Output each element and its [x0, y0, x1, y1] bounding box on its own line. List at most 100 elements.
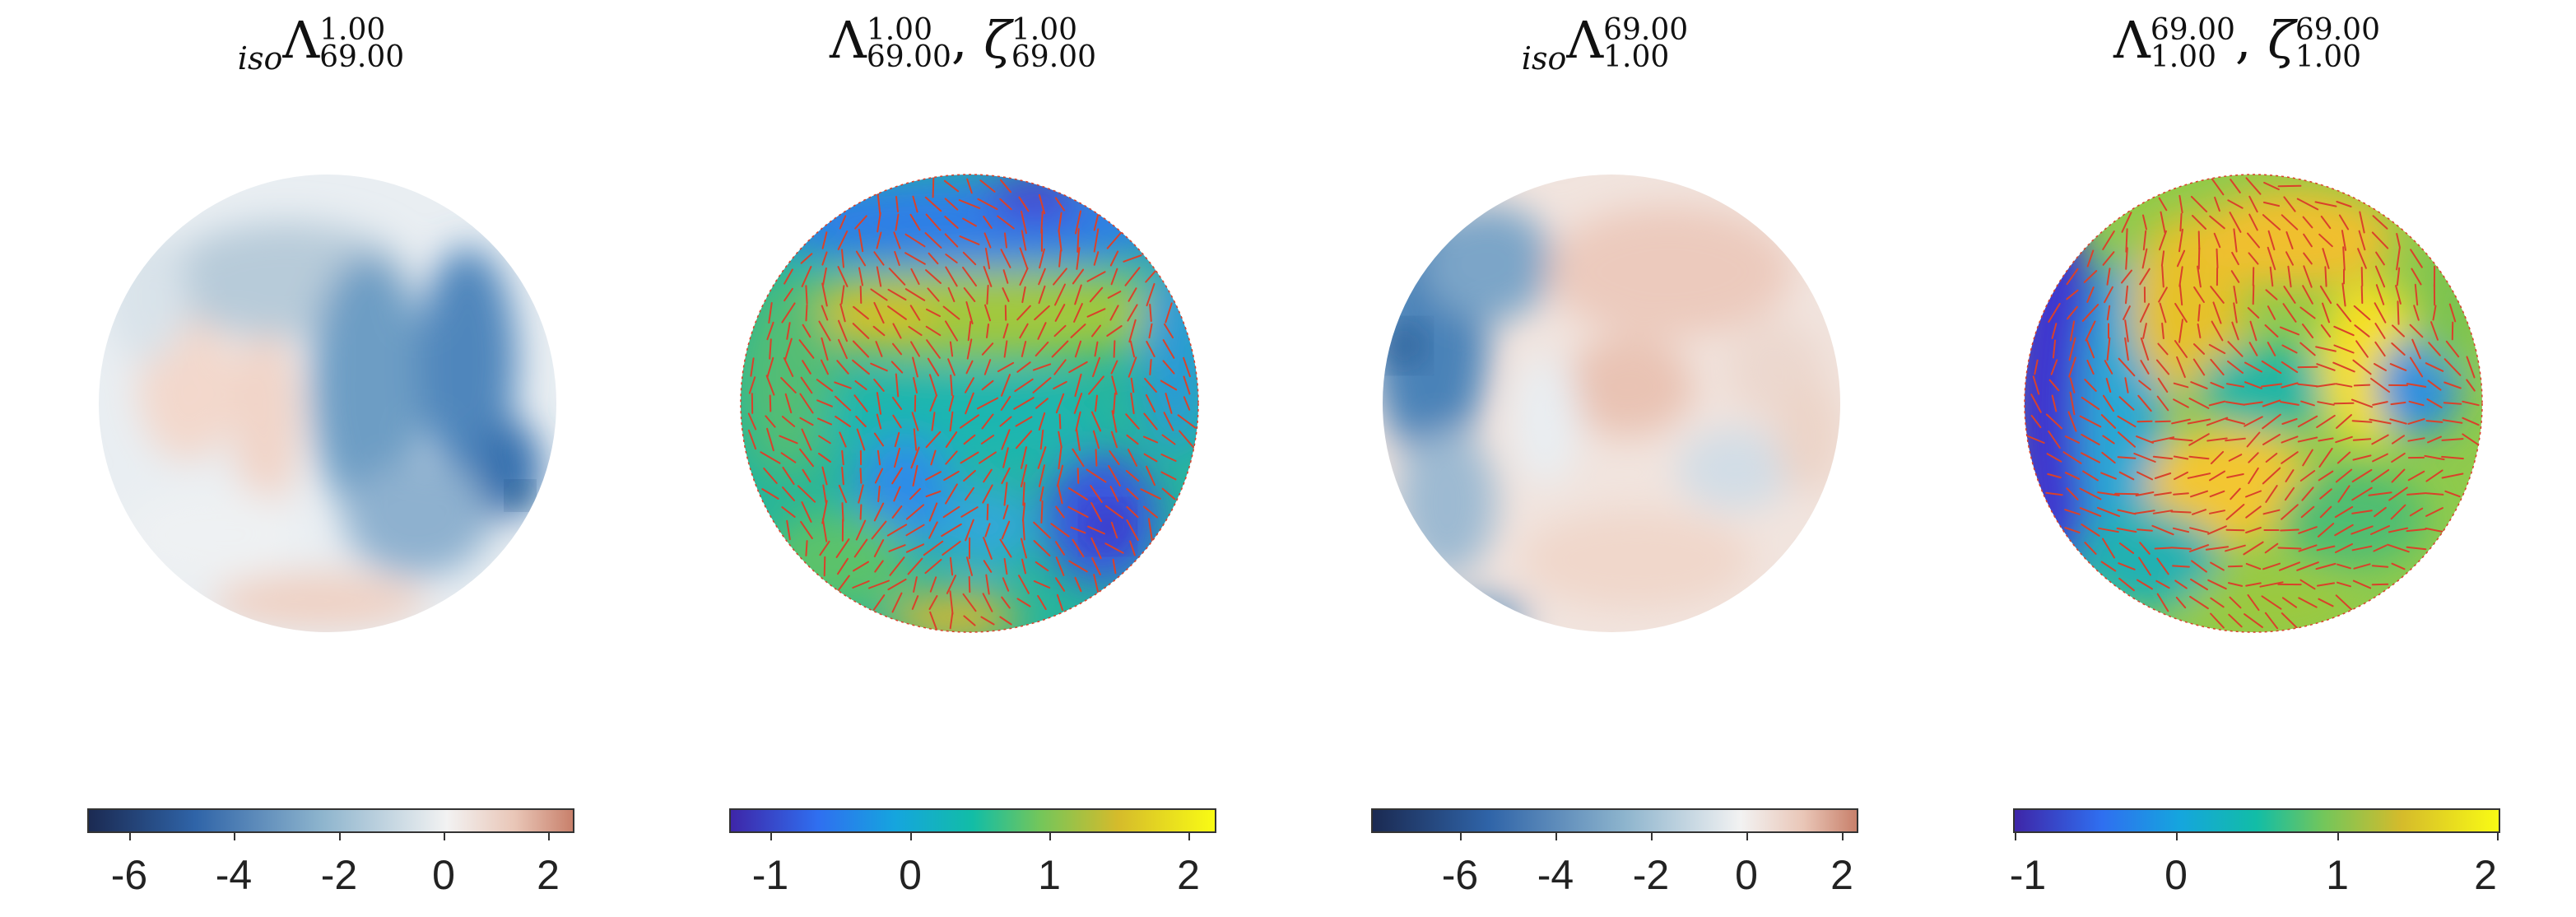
- vector-segment: [2389, 418, 2407, 425]
- vector-segment: [949, 556, 954, 576]
- vector-segment: [1093, 251, 1100, 266]
- vector-segment: [801, 266, 812, 287]
- vector-segment: [2106, 305, 2111, 321]
- vector-segment: [2351, 486, 2373, 501]
- vector-segment: [2157, 377, 2169, 393]
- vector-segment: [821, 231, 828, 249]
- vector-segment: [2140, 360, 2150, 375]
- vector-segment: [2228, 613, 2243, 628]
- vector-segment: [2425, 527, 2444, 533]
- vector-segment: [2230, 487, 2241, 500]
- vector-segment: [2407, 437, 2425, 442]
- vector-segment: [2392, 324, 2405, 337]
- vector-segment: [1110, 521, 1118, 539]
- vector-segment: [1075, 411, 1081, 432]
- vector-segment: [2051, 394, 2058, 412]
- vector-segment: [1129, 540, 1136, 556]
- vector-segment: [2375, 251, 2385, 266]
- vector-segment: [2245, 562, 2262, 570]
- vector-segment: [2285, 469, 2295, 482]
- vector-segment: [1058, 431, 1062, 449]
- vector-segment: [2248, 452, 2259, 463]
- vector-segment: [2170, 510, 2192, 514]
- vector-segment: [1110, 268, 1118, 286]
- vector-segment: [2297, 436, 2318, 443]
- vector-segment: [962, 217, 977, 227]
- vector-segment: [1072, 268, 1085, 285]
- vector-segment: [822, 484, 827, 504]
- vector-segment: [928, 502, 938, 522]
- vector-segment: [1058, 413, 1062, 430]
- vector-segment: [2336, 201, 2352, 207]
- vector-segment: [2462, 433, 2480, 446]
- vector-segment: [817, 417, 832, 426]
- vector-segment: [2397, 300, 2400, 325]
- panel-2: Λ 1.00 69.00, ζ 1.00 69.00: [642, 0, 1284, 917]
- vector-segment: [1092, 430, 1100, 449]
- vector-segment: [1000, 396, 1011, 411]
- vector-segment: [854, 380, 867, 390]
- vector-segment: [2316, 414, 2336, 429]
- vector-segment: [2197, 323, 2202, 339]
- vector-segment: [1183, 396, 1191, 411]
- vector-segment: [904, 288, 926, 301]
- vector-segment: [929, 395, 937, 412]
- vector-segment: [2069, 320, 2076, 342]
- vector-segment: [2066, 487, 2079, 500]
- vector-segment: [1073, 303, 1083, 323]
- vector-segment: [2205, 546, 2230, 551]
- vector-segment: [983, 359, 992, 375]
- vector-segment: [1034, 305, 1050, 321]
- vector-segment: [2285, 231, 2294, 249]
- vector-segment: [2210, 286, 2225, 304]
- vector-segment: [2353, 384, 2371, 387]
- vector-segment: [2265, 485, 2278, 503]
- vector-segment: [2210, 450, 2225, 465]
- vector-segment: [2079, 507, 2102, 517]
- vector-segment: [2100, 561, 2117, 572]
- vector-segment: [1021, 558, 1026, 575]
- vector-segment: [2246, 431, 2261, 448]
- vector-segment: [2360, 267, 2364, 286]
- vector-segment: [2388, 486, 2408, 501]
- vector-segment: [2392, 435, 2405, 445]
- vector-segment: [895, 196, 899, 212]
- vector-segment: [821, 251, 828, 266]
- colorbar-1-ticks: -6 -4 -2 0 2: [87, 833, 574, 915]
- vector-segment: [2337, 451, 2351, 464]
- vector-segment: [925, 269, 942, 284]
- vector-segment: [1033, 540, 1051, 556]
- vector-segment: [2227, 361, 2244, 374]
- vector-segment: [1070, 526, 1086, 534]
- colorbar-1: [87, 808, 574, 833]
- vector-segment: [1001, 467, 1011, 485]
- vector-segment: [858, 228, 864, 253]
- vector-segment: [2140, 337, 2150, 361]
- vector-segment: [893, 486, 901, 502]
- vector-segment: [1035, 398, 1049, 409]
- vector-segment: [894, 447, 900, 468]
- vector-segment: [786, 322, 791, 340]
- vector-segment: [2314, 201, 2337, 207]
- vector-segment: [2079, 415, 2102, 428]
- vector-segment: [2248, 252, 2259, 265]
- vector-segment: [1164, 323, 1174, 339]
- vector-segment: [925, 213, 942, 231]
- vector-segment: [965, 486, 974, 501]
- vector-segment: [2225, 401, 2246, 406]
- vector-segment: [2048, 431, 2061, 449]
- vector-segment: [870, 362, 888, 372]
- vector-segment: [858, 267, 863, 286]
- vector-segment: [2372, 401, 2388, 406]
- vector-segment: [967, 320, 972, 342]
- vector-segment: [912, 464, 918, 487]
- vector-segment: [1160, 471, 1177, 481]
- vector-segment: [2086, 249, 2095, 268]
- vector-segment: [2192, 509, 2206, 515]
- vector-segment: [859, 286, 863, 304]
- vector-segment: [766, 356, 774, 378]
- vector-segment: [1162, 360, 1175, 375]
- vector-segment: [2210, 381, 2225, 389]
- vector-segment: [1038, 412, 1046, 431]
- vector-segment: [2190, 195, 2208, 213]
